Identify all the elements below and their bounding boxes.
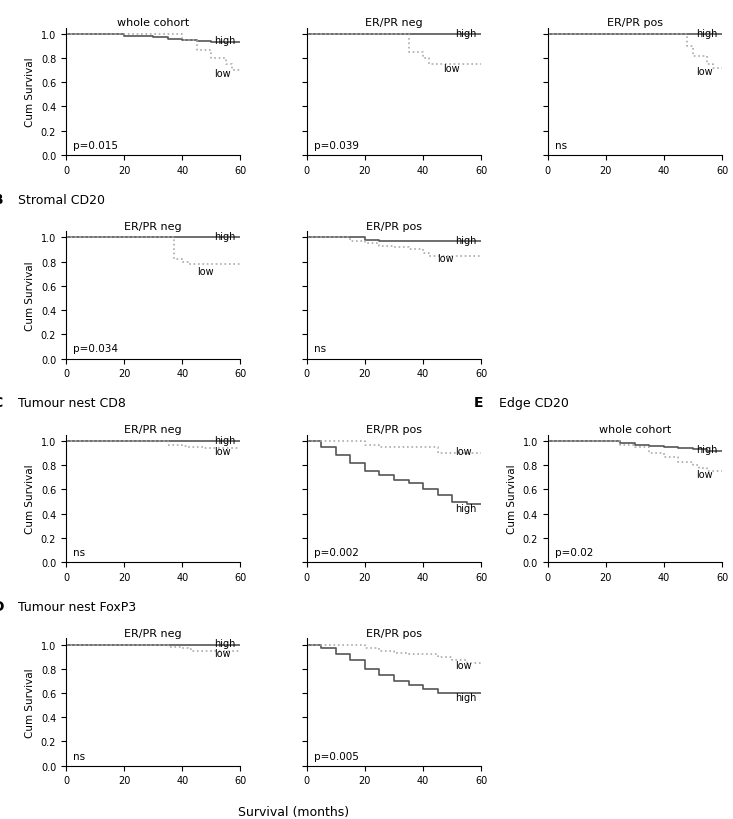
- Text: low: low: [438, 254, 454, 264]
- Title: ER/PR pos: ER/PR pos: [366, 628, 422, 638]
- Title: ER/PR neg: ER/PR neg: [125, 221, 182, 231]
- Text: C: C: [0, 396, 3, 410]
- Title: ER/PR neg: ER/PR neg: [365, 18, 423, 28]
- Text: p=0.039: p=0.039: [314, 141, 358, 151]
- Text: Tumour nest FoxP3: Tumour nest FoxP3: [14, 600, 136, 613]
- Title: ER/PR neg: ER/PR neg: [125, 628, 182, 638]
- Text: Stromal CD4: Stromal CD4: [14, 0, 97, 3]
- Title: whole cohort: whole cohort: [117, 18, 189, 28]
- Title: ER/PR pos: ER/PR pos: [607, 18, 663, 28]
- Text: low: low: [696, 67, 712, 77]
- Text: A: A: [0, 0, 4, 3]
- Text: D: D: [0, 600, 4, 613]
- Text: Tumour nest CD8: Tumour nest CD8: [14, 397, 125, 410]
- Text: high: high: [455, 29, 476, 38]
- Y-axis label: Cum Survival: Cum Survival: [26, 57, 35, 127]
- Text: E: E: [474, 396, 484, 410]
- Text: B: B: [0, 192, 4, 206]
- Text: low: low: [214, 69, 231, 79]
- Title: ER/PR pos: ER/PR pos: [366, 424, 422, 435]
- Text: low: low: [443, 64, 460, 74]
- Text: Edge CD20: Edge CD20: [496, 397, 569, 410]
- Text: Survival (months): Survival (months): [237, 805, 349, 818]
- Text: low: low: [455, 446, 471, 457]
- Text: p=0.02: p=0.02: [554, 547, 593, 558]
- Y-axis label: Cum Survival: Cum Survival: [26, 260, 35, 330]
- Y-axis label: Cum Survival: Cum Survival: [507, 464, 517, 534]
- Title: ER/PR pos: ER/PR pos: [366, 221, 422, 231]
- Text: high: high: [214, 232, 235, 242]
- Text: low: low: [214, 446, 231, 457]
- Text: p=0.015: p=0.015: [73, 141, 118, 151]
- Text: p=0.002: p=0.002: [314, 547, 358, 558]
- Text: low: low: [197, 267, 213, 277]
- Text: low: low: [214, 648, 231, 658]
- Text: high: high: [455, 692, 476, 702]
- Text: low: low: [455, 660, 471, 670]
- Text: ns: ns: [73, 547, 85, 558]
- Text: p=0.034: p=0.034: [73, 344, 118, 354]
- Y-axis label: Cum Survival: Cum Survival: [26, 464, 35, 534]
- Text: Stromal CD20: Stromal CD20: [14, 193, 105, 206]
- Text: ns: ns: [314, 344, 326, 354]
- Text: high: high: [214, 36, 235, 47]
- Y-axis label: Cum Survival: Cum Survival: [26, 667, 35, 737]
- Text: p=0.005: p=0.005: [314, 751, 358, 761]
- Text: ns: ns: [554, 141, 567, 151]
- Text: low: low: [696, 469, 712, 479]
- Title: ER/PR neg: ER/PR neg: [125, 424, 182, 435]
- Text: ns: ns: [73, 751, 85, 761]
- Text: high: high: [455, 503, 476, 513]
- Text: high: high: [455, 236, 476, 246]
- Text: high: high: [214, 639, 235, 649]
- Title: whole cohort: whole cohort: [599, 424, 671, 435]
- Text: high: high: [696, 29, 717, 38]
- Text: high: high: [696, 445, 717, 455]
- Text: high: high: [214, 435, 235, 446]
